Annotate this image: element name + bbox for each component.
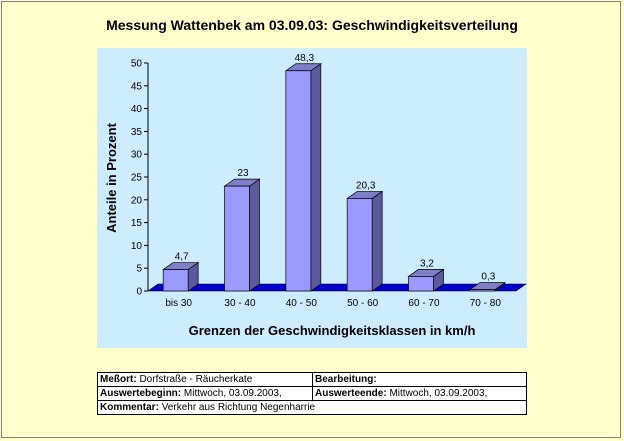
bar-value-label: 48,3 bbox=[295, 53, 315, 64]
bar-value-label: 23 bbox=[237, 168, 249, 179]
bar-value-label: 0,3 bbox=[481, 272, 495, 283]
y-tick-label: 45 bbox=[131, 81, 143, 92]
info-table: Meßort: Dorfstraße - Räucherkate Bearbei… bbox=[97, 372, 527, 415]
y-tick-label: 25 bbox=[131, 173, 143, 184]
bar bbox=[162, 269, 189, 292]
y-axis-title: Anteile in Prozent bbox=[104, 122, 119, 232]
bar bbox=[285, 70, 312, 292]
y-tick-label: 50 bbox=[131, 59, 143, 70]
y-tick-label: 0 bbox=[136, 287, 142, 298]
y-tick-label: 35 bbox=[131, 127, 143, 138]
info-row: Kommentar: Verkehr aus Richtung Negenhar… bbox=[97, 400, 527, 415]
bar bbox=[346, 198, 373, 292]
x-tick-label: 30 - 40 bbox=[224, 298, 256, 309]
info-row: Meßort: Dorfstraße - Räucherkate Bearbei… bbox=[97, 372, 527, 387]
bearbeitung-label: Bearbeitung: bbox=[315, 374, 377, 385]
y-tick-label: 15 bbox=[131, 218, 143, 229]
auswerteende-value: Mittwoch, 03.09.2003, bbox=[389, 388, 488, 399]
auswerteende-cell: Auswerteende: Mittwoch, 03.09.2003, bbox=[312, 386, 527, 401]
messort-label: Meßort: bbox=[100, 374, 137, 385]
bar-value-label: 20,3 bbox=[356, 180, 376, 191]
bar bbox=[408, 276, 434, 292]
kommentar-label: Kommentar: bbox=[100, 402, 159, 413]
y-tick-label: 20 bbox=[131, 195, 143, 206]
messort-cell: Meßort: Dorfstraße - Räucherkate bbox=[97, 372, 313, 387]
bar-value-label: 4,7 bbox=[175, 252, 189, 263]
messort-value: Dorfstraße - Räucherkate bbox=[139, 374, 253, 385]
y-tick-label: 30 bbox=[131, 150, 143, 161]
bar bbox=[224, 185, 250, 292]
bar-side bbox=[371, 190, 383, 292]
bar-value-label: 3,2 bbox=[420, 258, 434, 269]
auswertebeginn-value: Mittwoch, 03.09.2003, bbox=[183, 388, 282, 399]
auswerteende-label: Auswerteende: bbox=[315, 388, 387, 399]
bar bbox=[469, 289, 496, 292]
y-tick-label: 5 bbox=[136, 264, 142, 275]
x-tick-label: bis 30 bbox=[165, 298, 192, 309]
chart-title: Messung Wattenbek am 03.09.03: Geschwind… bbox=[106, 17, 518, 33]
kommentar-value: Verkehr aus Richtung Negenharrie bbox=[161, 402, 316, 413]
bar-side bbox=[310, 63, 322, 292]
auswertebeginn-label: Auswertebeginn: bbox=[100, 388, 182, 399]
x-tick-label: 40 - 50 bbox=[286, 298, 318, 309]
bearbeitung-cell: Bearbeitung: bbox=[312, 372, 527, 387]
bar-chart: 0 5 10 15 20 25 30 35 40 45 50 4,7 bis 30 23 30 - 40 48… bbox=[97, 48, 527, 348]
info-row: Auswertebeginn: Mittwoch, 03.09.2003, Au… bbox=[97, 386, 527, 401]
x-tick-label: 50 - 60 bbox=[347, 298, 379, 309]
auswertebeginn-cell: Auswertebeginn: Mittwoch, 03.09.2003, bbox=[97, 386, 313, 401]
kommentar-cell: Kommentar: Verkehr aus Richtung Negenhar… bbox=[97, 400, 527, 415]
y-tick-label: 10 bbox=[131, 241, 143, 252]
bar-side bbox=[249, 178, 260, 292]
y-tick-label: 40 bbox=[131, 104, 143, 115]
x-tick-label: 60 - 70 bbox=[408, 298, 440, 309]
x-tick-label: 70 - 80 bbox=[470, 298, 502, 309]
x-axis-title: Grenzen der Geschwindigkeitsklassen in k… bbox=[189, 323, 476, 338]
